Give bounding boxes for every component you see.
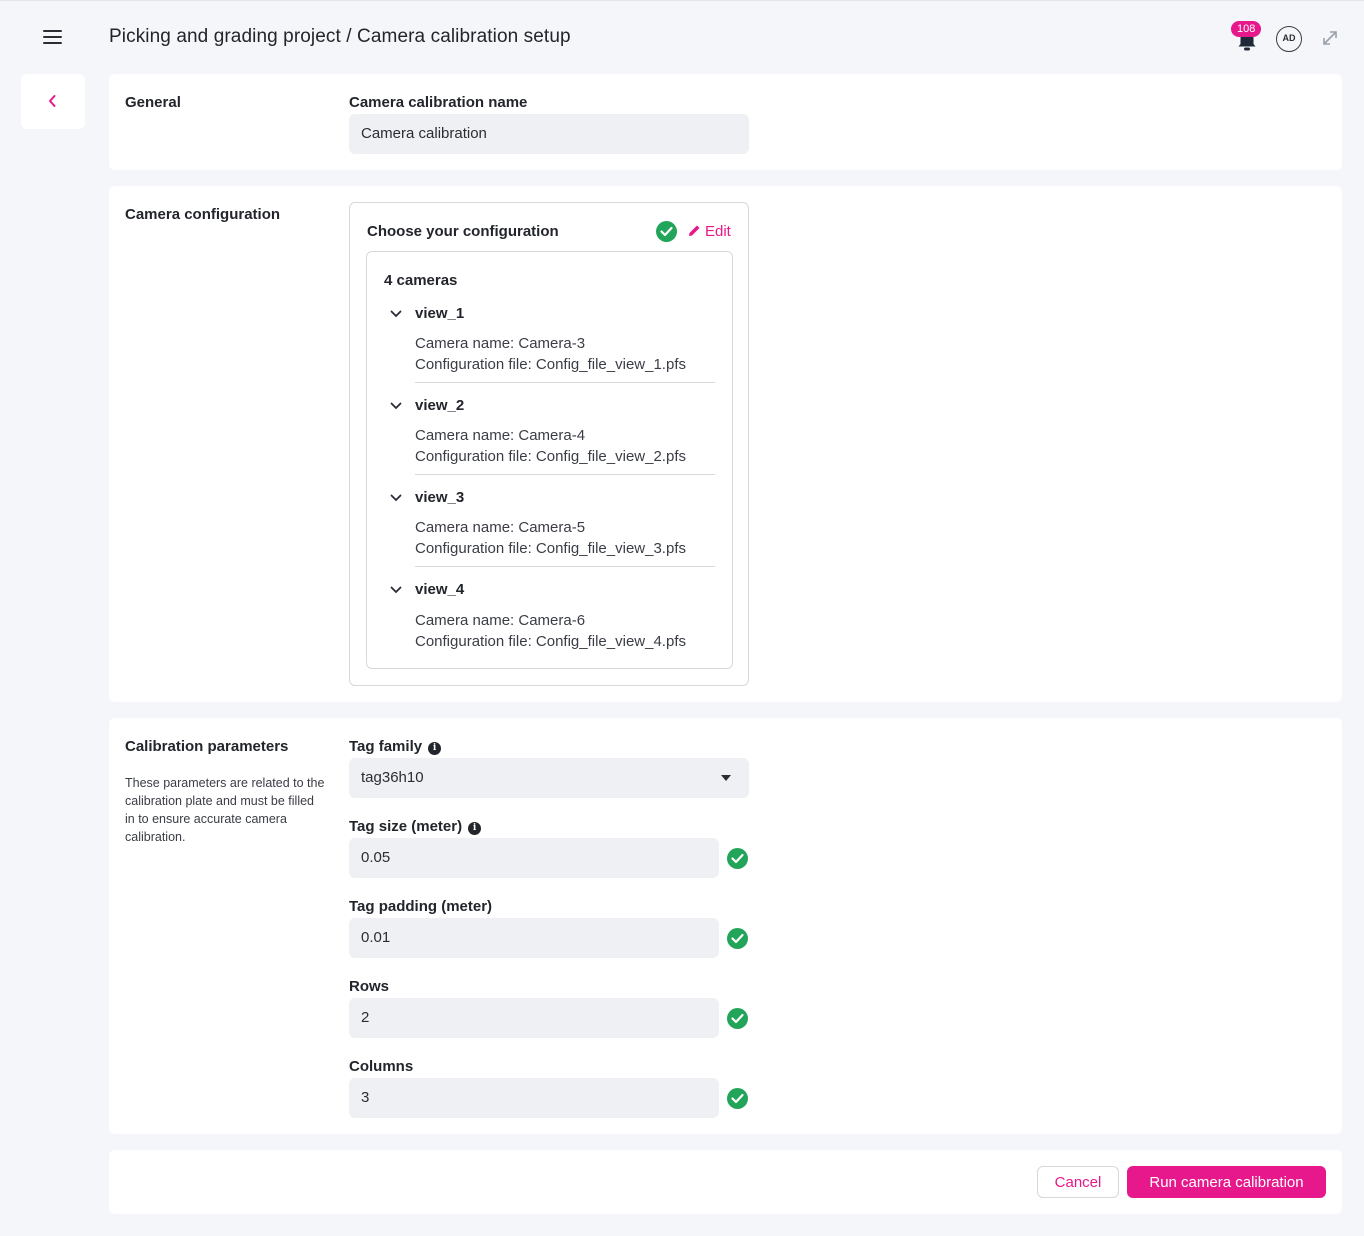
footer-actions: Cancel Run camera calibration (109, 1150, 1342, 1214)
check-icon (727, 928, 748, 949)
columns-label: Columns (349, 1058, 414, 1075)
configuration-box: Choose your configuration Edit 4 cameras… (349, 202, 749, 686)
back-button[interactable] (21, 74, 85, 129)
tag-family-label: Tag family i (349, 738, 442, 755)
tag-family-label-text: Tag family (349, 738, 423, 755)
cameras-list: 4 cameras view_1 Camera name: Camera-3 C… (366, 251, 733, 669)
calibration-section-label: Calibration parameters (125, 738, 289, 755)
tag-size-label-text: Tag size (meter) (349, 818, 463, 835)
camera-configuration-section-label: Camera configuration (125, 206, 281, 223)
view-toggle[interactable]: view_3 (384, 489, 716, 509)
chevron-down-icon (390, 310, 402, 318)
rows-label: Rows (349, 978, 390, 995)
expand-icon[interactable] (1321, 29, 1339, 47)
configuration-title: Choose your configuration (367, 223, 559, 240)
calibration-parameters-card: Calibration parameters These parameters … (109, 718, 1342, 1134)
rows-input[interactable]: 2 (349, 998, 719, 1038)
view-name: view_1 (415, 305, 465, 322)
view-toggle[interactable]: view_2 (384, 397, 716, 417)
cancel-button[interactable]: Cancel (1037, 1166, 1119, 1198)
cameras-count: 4 cameras (384, 272, 458, 289)
chevron-left-icon (49, 95, 56, 107)
info-icon[interactable]: i (428, 742, 442, 755)
notification-badge[interactable]: 108 (1231, 21, 1262, 37)
run-camera-calibration-button[interactable]: Run camera calibration (1127, 1166, 1326, 1198)
avatar[interactable]: AD (1276, 26, 1302, 52)
tag-padding-label: Tag padding (meter) (349, 898, 493, 915)
page-title: Picking and grading project / Camera cal… (109, 26, 571, 47)
view-camera-name: Camera name: Camera-3 (415, 335, 586, 352)
tag-size-input[interactable]: 0.05 (349, 838, 719, 878)
view-name: view_2 (415, 397, 465, 414)
divider (415, 382, 715, 383)
pencil-icon (689, 225, 700, 236)
chevron-down-icon (390, 402, 402, 410)
check-icon (656, 221, 677, 242)
check-icon (727, 1008, 748, 1029)
chevron-down-icon (390, 586, 402, 594)
view-config-file: Configuration file: Config_file_view_1.p… (415, 356, 686, 373)
caret-down-icon (721, 775, 731, 781)
camera-configuration-card: Camera configuration Choose your configu… (109, 186, 1342, 702)
calibration-name-label: Camera calibration name (349, 94, 528, 111)
view-config-file: Configuration file: Config_file_view_2.p… (415, 448, 686, 465)
divider (415, 566, 715, 567)
view-camera-name: Camera name: Camera-6 (415, 612, 586, 629)
columns-input[interactable]: 3 (349, 1078, 719, 1118)
calibration-description: These parameters are related to the cali… (125, 776, 325, 844)
view-config-file: Configuration file: Config_file_view_4.p… (415, 633, 686, 650)
general-section-label: General (125, 94, 181, 111)
edit-configuration-link[interactable]: Edit (688, 223, 731, 240)
general-card: General Camera calibration name Camera c… (109, 74, 1342, 170)
calibration-name-input[interactable]: Camera calibration (349, 114, 749, 154)
top-bar: Picking and grading project / Camera cal… (0, 1, 1364, 73)
view-camera-name: Camera name: Camera-5 (415, 519, 586, 536)
menu-icon[interactable] (40, 28, 66, 48)
tag-family-select[interactable]: tag36h10 (349, 758, 749, 798)
edit-label: Edit (705, 223, 731, 240)
view-name: view_3 (415, 489, 465, 506)
check-icon (727, 1088, 748, 1109)
info-icon[interactable]: i (468, 822, 482, 835)
tag-size-label: Tag size (meter) i (349, 818, 482, 835)
view-camera-name: Camera name: Camera-4 (415, 427, 586, 444)
tag-family-value: tag36h10 (361, 769, 424, 786)
check-icon (727, 848, 748, 869)
view-toggle[interactable]: view_1 (384, 305, 716, 325)
view-name: view_4 (415, 581, 465, 598)
divider (415, 474, 715, 475)
view-config-file: Configuration file: Config_file_view_3.p… (415, 540, 686, 557)
chevron-down-icon (390, 494, 402, 502)
view-toggle[interactable]: view_4 (384, 581, 716, 601)
tag-padding-input[interactable]: 0.01 (349, 918, 719, 958)
